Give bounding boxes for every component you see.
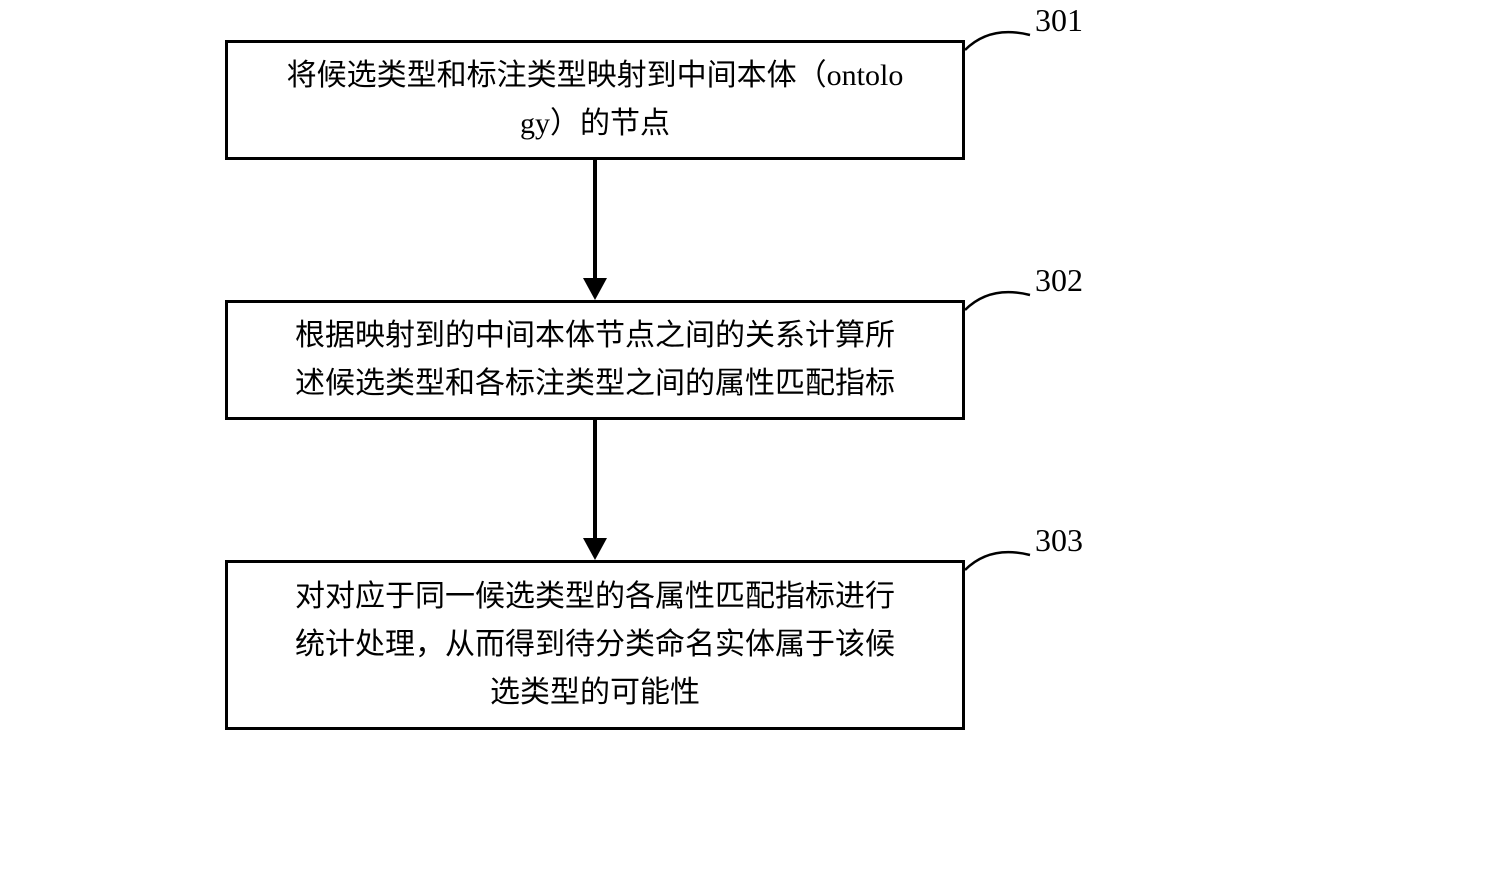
node-label-301: 301 [1035, 2, 1083, 39]
node-text: 对对应于同一候选类型的各属性匹配指标进行统计处理，从而得到待分类命名实体属于该候… [295, 573, 895, 717]
node-label-302: 302 [1035, 262, 1083, 299]
arrow-head-1-2 [583, 278, 607, 300]
node-text: 将候选类型和标注类型映射到中间本体（ontology）的节点 [287, 52, 904, 148]
node-label-303: 303 [1035, 522, 1083, 559]
arrow-head-2-3 [583, 538, 607, 560]
arrow-1-2 [593, 160, 597, 282]
node-text: 根据映射到的中间本体节点之间的关系计算所述候选类型和各标注类型之间的属性匹配指标 [295, 312, 895, 408]
connector-302 [960, 290, 1040, 320]
flowchart-container: 将候选类型和标注类型映射到中间本体（ontology）的节点 301 根据映射到… [0, 0, 1487, 880]
connector-303 [960, 550, 1040, 580]
arrow-2-3 [593, 420, 597, 542]
connector-301 [960, 30, 1040, 60]
flowchart-node-301: 将候选类型和标注类型映射到中间本体（ontology）的节点 [225, 40, 965, 160]
flowchart-node-303: 对对应于同一候选类型的各属性匹配指标进行统计处理，从而得到待分类命名实体属于该候… [225, 560, 965, 730]
flowchart-node-302: 根据映射到的中间本体节点之间的关系计算所述候选类型和各标注类型之间的属性匹配指标 [225, 300, 965, 420]
